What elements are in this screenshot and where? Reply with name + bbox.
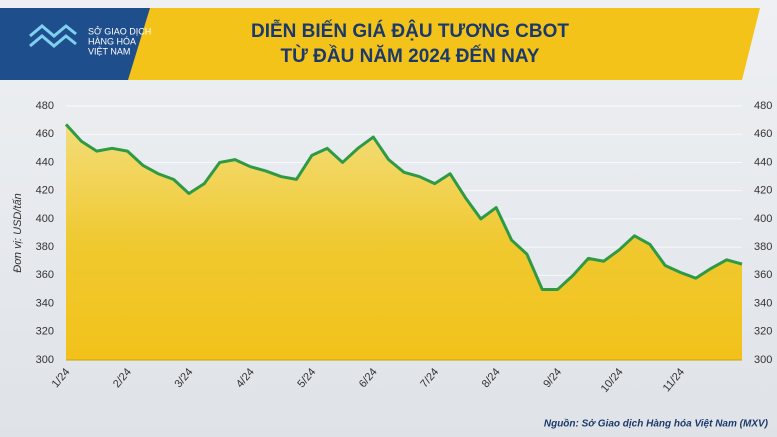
- y-tick-label: 360: [36, 269, 54, 281]
- chart-title: DIỄN BIẾN GIÁ ĐẬU TƯƠNG CBOT: [251, 20, 569, 42]
- y2-tick-label: 380: [754, 241, 772, 253]
- y2-tick-label: 400: [754, 213, 772, 225]
- y2-tick-label: 460: [754, 128, 772, 140]
- area-fill: [66, 124, 742, 360]
- y2-tick-label: 440: [754, 156, 772, 168]
- y-tick-label: 460: [36, 128, 54, 140]
- y-tick-label: 420: [36, 185, 54, 197]
- header-band: [0, 8, 760, 80]
- y2-tick-label: 340: [754, 297, 772, 309]
- y-tick-label: 300: [36, 354, 54, 366]
- y-tick-label: 480: [36, 100, 54, 112]
- y2-tick-label: 320: [754, 326, 772, 338]
- y-tick-label: 440: [36, 156, 54, 168]
- y-tick-label: 340: [36, 297, 54, 309]
- price-line: [64, 123, 743, 291]
- y-axis-label: Đơn vị: USD/tấn: [12, 193, 24, 272]
- y2-tick-label: 300: [754, 354, 772, 366]
- y2-tick-label: 480: [754, 100, 772, 112]
- logo-text: VIỆT NAM: [88, 46, 130, 56]
- logo-text: SỞ GIAO DỊCH: [88, 25, 151, 36]
- chart-subtitle: TỪ ĐẦU NĂM 2024 ĐẾN NAY: [281, 45, 540, 67]
- y2-tick-label: 360: [754, 269, 772, 281]
- source: Nguồn: Sở Giao dịch Hàng hóa Việt Nam (M…: [544, 418, 769, 430]
- y-tick-label: 400: [36, 213, 54, 225]
- y-tick-label: 380: [36, 241, 54, 253]
- y-tick-label: 320: [36, 326, 54, 338]
- logo-icon: [29, 24, 77, 48]
- y2-tick-label: 420: [754, 185, 772, 197]
- logo-text: HÀNG HÓA: [88, 36, 136, 46]
